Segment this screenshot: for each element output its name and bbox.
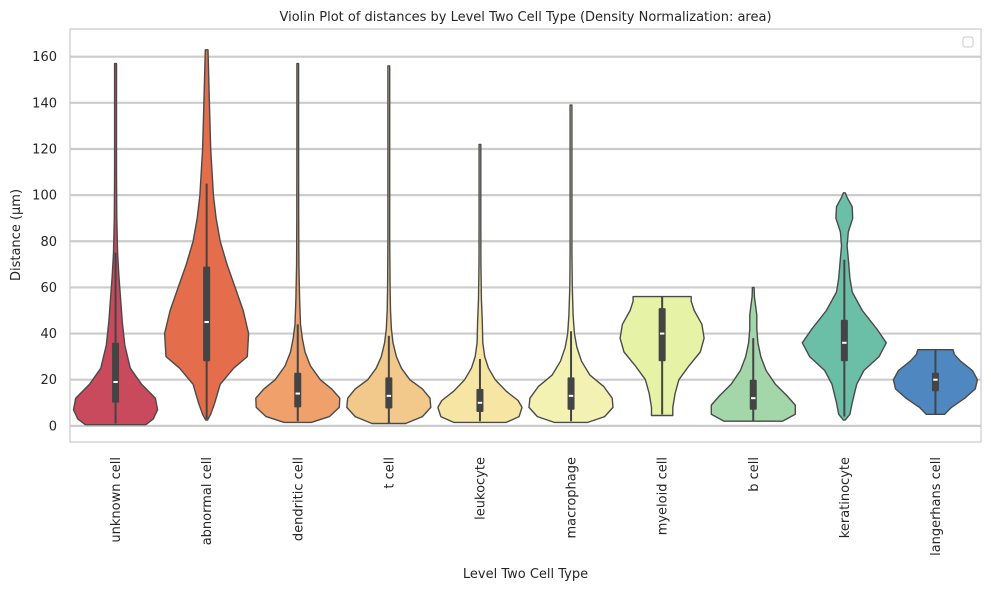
chart-title: Violin Plot of distances by Level Two Ce…: [279, 10, 771, 25]
violin-iqr-box: [658, 308, 666, 362]
violin-body: [528, 104, 614, 424]
y-tick-labels: 0 20 40 60 80 100 120 140 160: [32, 50, 57, 434]
violin-iqr-box: [294, 372, 302, 408]
violin-body: [346, 65, 432, 425]
violin-body: [255, 62, 341, 424]
x-tick-label: unknown cell: [109, 457, 124, 543]
legend-box: [962, 36, 974, 48]
y-tick-label: 100: [32, 189, 57, 204]
x-tick-label: langerhans cell: [929, 457, 944, 556]
y-tick-label: 60: [40, 281, 57, 296]
violin-body: [72, 62, 159, 426]
y-tick-label: 120: [32, 142, 57, 157]
violin-iqr-box: [749, 379, 757, 410]
y-tick-label: 40: [40, 327, 57, 342]
violin-iqr-box: [567, 377, 575, 410]
violin-body: [437, 143, 523, 424]
violins: [72, 49, 979, 426]
x-tick-label: macrophage: [565, 457, 580, 539]
y-tick-label: 140: [32, 96, 57, 111]
x-tick-label: keratinocyte: [838, 457, 853, 538]
y-axis-title: Distance (µm): [9, 189, 24, 281]
x-tick-label: myeloid cell: [656, 457, 671, 535]
x-tick-label: b cell: [747, 457, 762, 492]
x-tick-label: t cell: [382, 457, 397, 489]
violin-iqr-box: [203, 266, 211, 362]
x-axis-title: Level Two Cell Type: [463, 567, 588, 582]
x-tick-label: dendritic cell: [291, 457, 306, 541]
x-tick-label: abnormal cell: [200, 457, 215, 545]
y-tick-label: 20: [40, 373, 57, 388]
x-tick-label: leukocyte: [473, 457, 488, 520]
violin-iqr-box: [112, 342, 120, 403]
y-tick-label: 160: [32, 50, 57, 65]
violin-iqr-box: [840, 319, 848, 362]
y-tick-label: 80: [40, 235, 57, 250]
y-tick-label: 0: [49, 419, 57, 434]
violin-iqr-box: [476, 388, 484, 413]
violin-iqr-box: [931, 372, 939, 392]
x-tick-labels: unknown cell abnormal cell dendritic cell t…: [109, 457, 944, 556]
violin-iqr-box: [385, 377, 393, 409]
